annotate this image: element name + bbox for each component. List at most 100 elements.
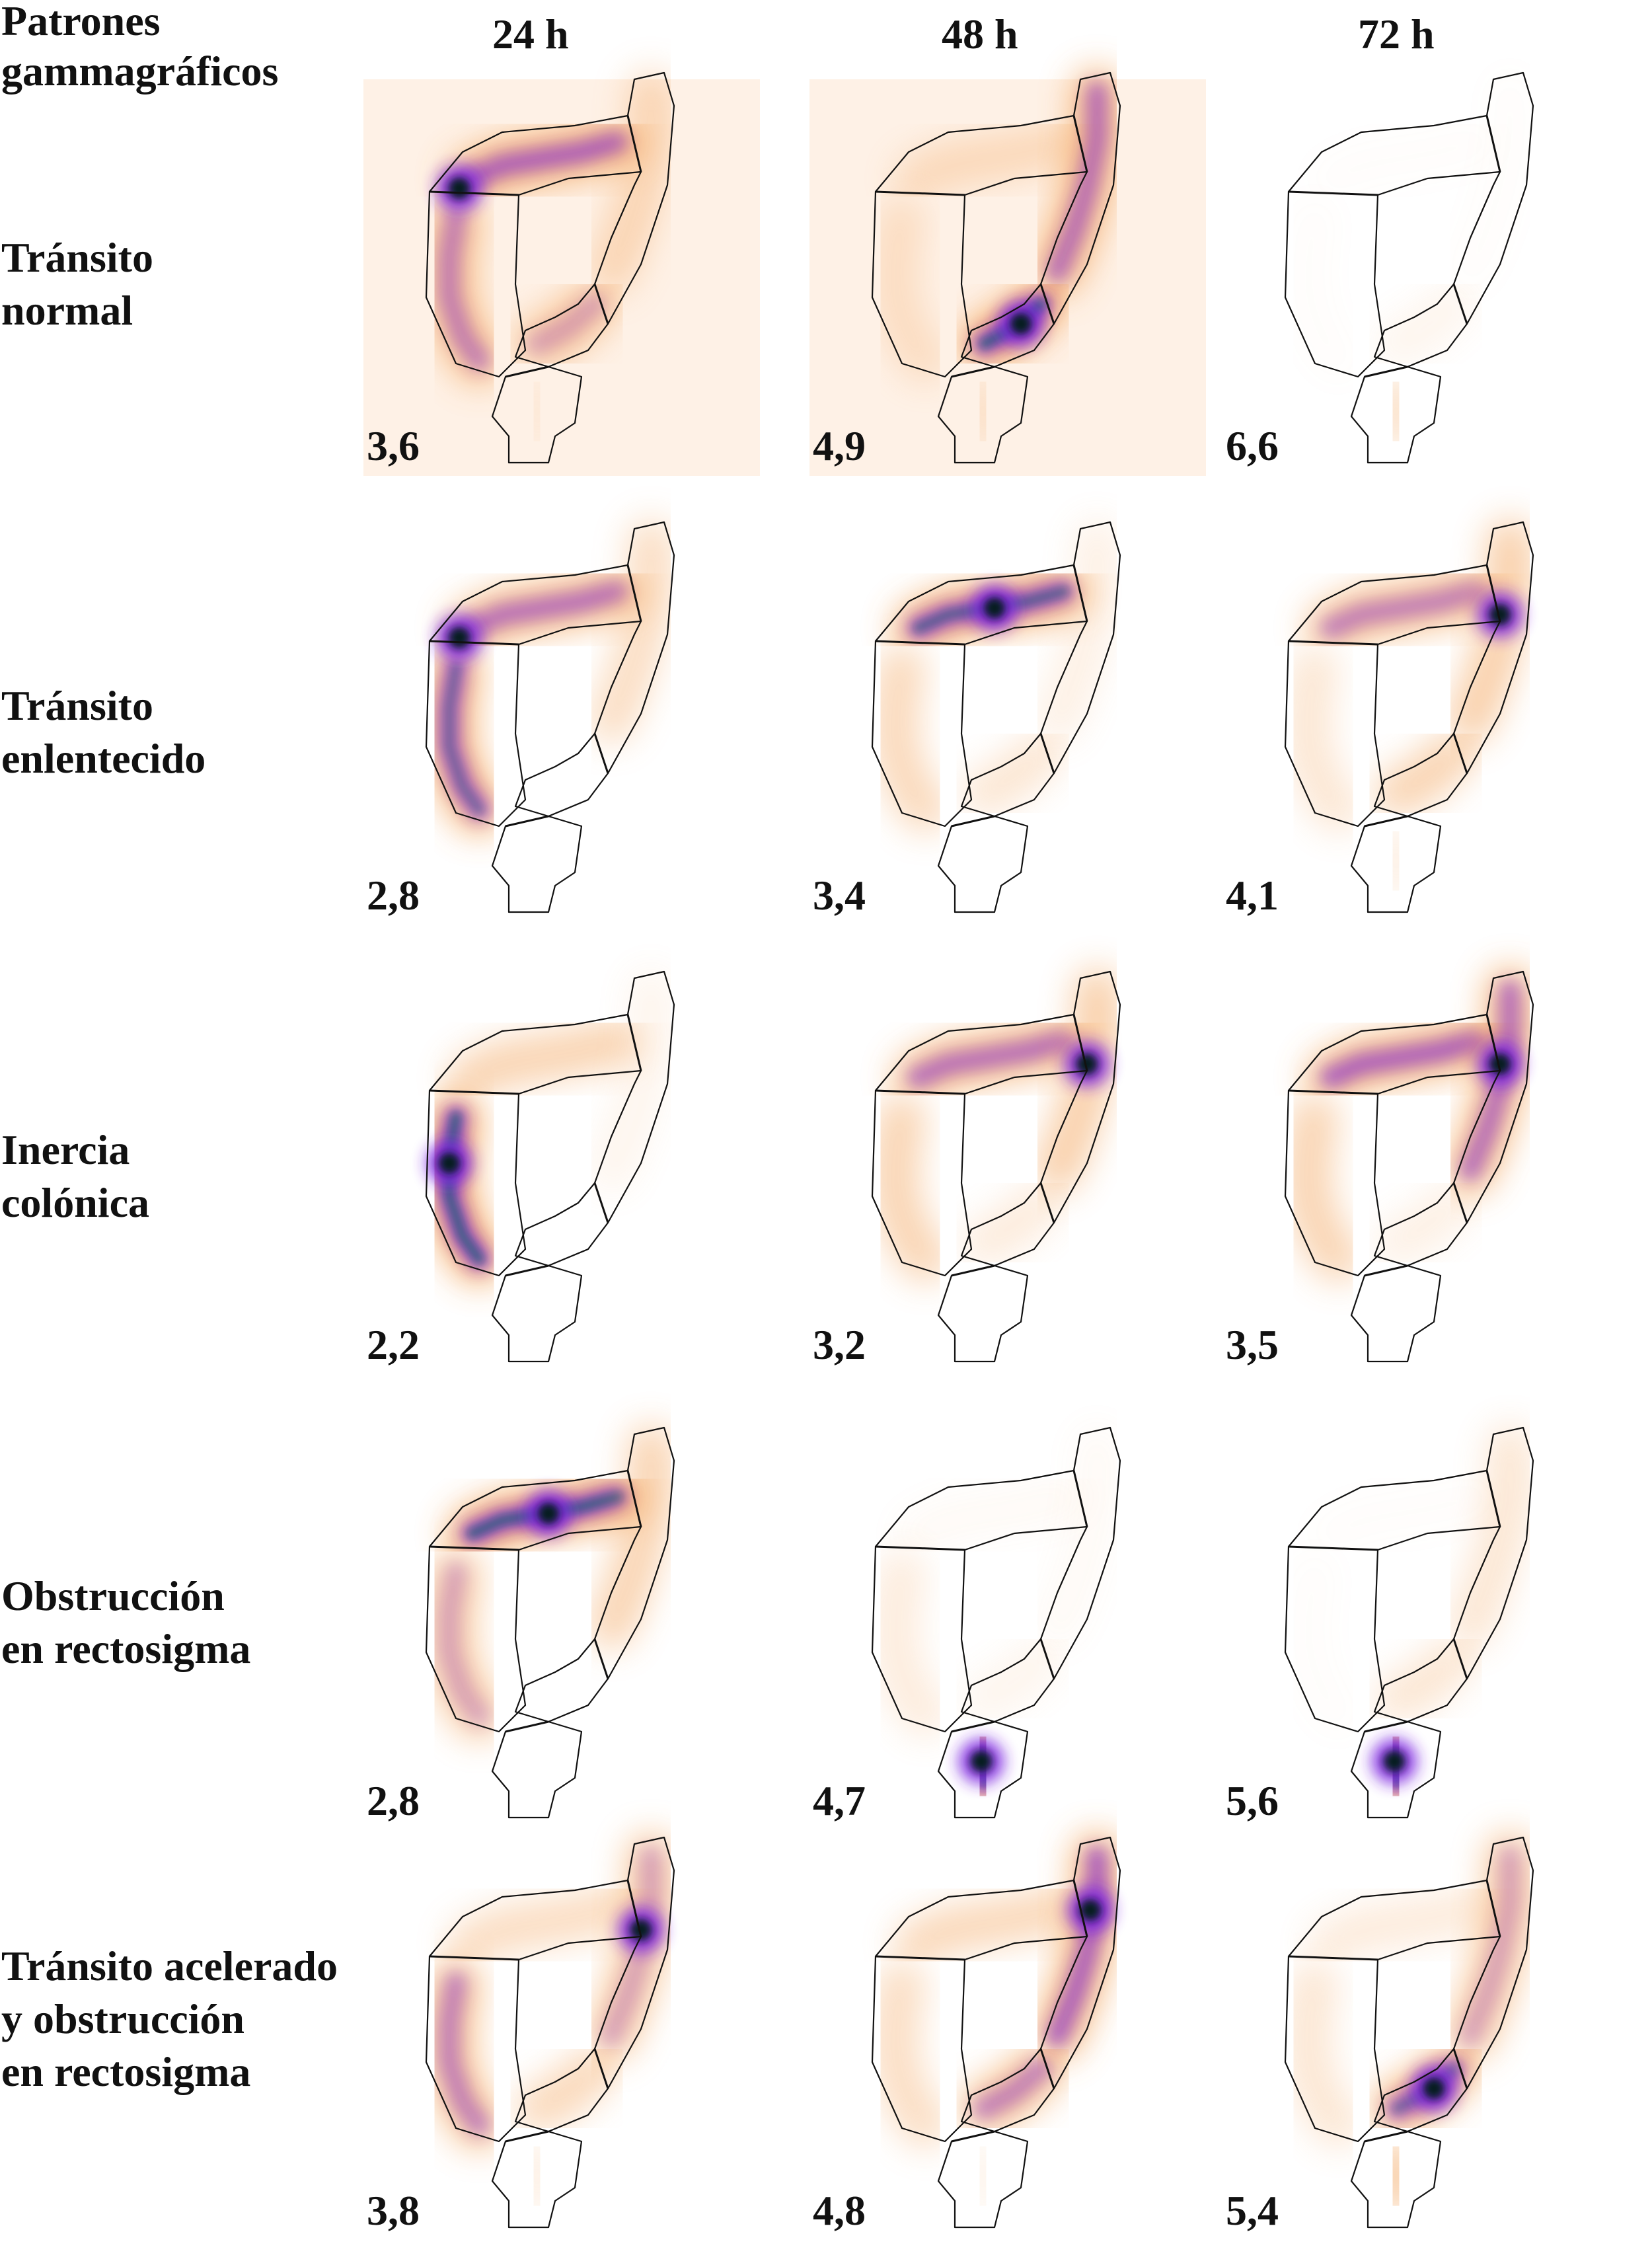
hotspot-core <box>439 1153 460 1174</box>
scan-panel-obstruccion-72h: 5,6 <box>1209 1421 1632 1844</box>
roi-divider-2 <box>593 733 609 774</box>
transit-score: 3,8 <box>367 2187 420 2234</box>
hotspot-core <box>1076 1054 1098 1075</box>
roi-outlines <box>871 1426 1121 1819</box>
roi-divider-2 <box>1452 284 1468 325</box>
activity-blobs <box>872 1424 1120 1804</box>
roi-divider-0 <box>1288 1545 1378 1551</box>
colon-scan-image <box>363 69 760 476</box>
hotspot-core <box>1010 313 1032 334</box>
roi-divider-0 <box>1288 1955 1378 1961</box>
roi-outlines <box>1284 521 1534 913</box>
roi-divider-2 <box>593 1638 609 1679</box>
colon-scan-image <box>1284 519 1534 913</box>
roi-sig <box>960 1638 1055 1723</box>
roi-divider-3 <box>505 815 549 827</box>
activity-blobs <box>1285 519 1533 899</box>
scan-panel-inercia-48h: 3,2 <box>796 965 1219 1388</box>
roi-desc <box>593 1836 675 2090</box>
transit-score: 3,6 <box>367 422 420 469</box>
roi-desc <box>1452 1836 1534 2090</box>
activity-core-tr <box>1320 580 1488 639</box>
colon-scan-image <box>425 1424 675 1819</box>
roi-divider-0 <box>429 190 519 196</box>
roi-sig <box>1373 732 1468 818</box>
roi-sig <box>960 1182 1055 1267</box>
roi-rec <box>1350 2130 1442 2229</box>
roi-rec <box>491 1720 583 1819</box>
activity-core-sig <box>973 2057 1052 2120</box>
activity-sig <box>515 2046 618 2131</box>
roi-desc <box>593 521 675 775</box>
roi-asc <box>425 1545 527 1733</box>
roi-divider-0 <box>1288 1089 1378 1095</box>
roi-sig <box>960 732 1055 818</box>
roi-desc <box>1452 521 1534 775</box>
roi-rec <box>491 365 583 464</box>
roi-desc <box>1452 1426 1534 1680</box>
hotspot-core <box>449 627 470 648</box>
activity-tr <box>895 1474 1087 1556</box>
transit-score: 4,8 <box>813 2187 866 2234</box>
scan-panel-enlentecido-24h: 2,8 <box>350 516 773 939</box>
roi-asc <box>871 1545 973 1733</box>
roi-divider-3 <box>1364 1264 1408 1277</box>
roi-divider-0 <box>1288 190 1378 196</box>
row-label-transito-enlentecido: Tránsito enlentecido <box>1 682 206 782</box>
roi-sig <box>514 2048 609 2133</box>
roi-divider-1 <box>626 564 642 622</box>
roi-divider-3 <box>1364 1720 1408 1733</box>
roi-divider-2 <box>1039 2048 1055 2089</box>
roi-divider-3 <box>505 1720 549 1733</box>
roi-divider-2 <box>1039 284 1055 325</box>
activity-tr <box>1332 1497 1477 1533</box>
roi-divider-1 <box>1072 1880 1088 1937</box>
roi-sig <box>1373 1182 1468 1267</box>
column-header-48h: 48 h <box>942 11 1018 58</box>
hotspot-core <box>984 597 1005 619</box>
activity-blobs <box>1285 1834 1533 2214</box>
roi-desc <box>593 71 675 325</box>
activity-sig <box>961 1180 1064 1266</box>
roi-divider-1 <box>1485 1880 1501 1937</box>
roi-rec <box>937 1264 1029 1363</box>
activity-asc <box>1285 644 1361 833</box>
roi-asc <box>425 1089 527 1277</box>
roi-sig <box>1373 1638 1468 1723</box>
roi-outlines <box>1284 1426 1534 1819</box>
roi-divider-0 <box>1288 640 1378 646</box>
hotspot-core <box>1423 2078 1445 2099</box>
roi-sig <box>514 732 609 818</box>
activity-core-desc <box>1046 1846 1108 2047</box>
activity-tr <box>449 1884 641 1966</box>
activity-core-desc <box>1046 81 1108 282</box>
roi-divider-0 <box>875 640 965 646</box>
roi-outlines <box>425 71 675 464</box>
roi-divider-2 <box>593 1182 609 1223</box>
roi-divider-2 <box>1452 1182 1468 1223</box>
hotspot-core <box>1080 1900 1101 1921</box>
scan-panel-acelerado-48h: 4,8 <box>796 1831 1219 2254</box>
roi-desc <box>593 1426 675 1680</box>
activity-desc <box>588 1424 674 1649</box>
activity-blobs <box>1332 1424 1533 1804</box>
roi-divider-3 <box>505 2130 549 2143</box>
row-label-obstruccion-rectosigma: Obstrucción en rectosigma <box>1 1572 251 1672</box>
scan-panel-inercia-24h: 2,2 <box>350 965 773 1388</box>
roi-divider-2 <box>1452 2048 1468 2089</box>
activity-core-desc <box>1459 980 1521 1181</box>
transit-score: 2,8 <box>367 872 420 919</box>
roi-desc <box>1039 1426 1121 1680</box>
colon-scan-image <box>1284 1834 1534 2229</box>
activity-asc <box>1285 1960 1361 2148</box>
scan-panel-enlentecido-48h: 3,4 <box>796 516 1219 939</box>
roi-desc <box>1452 71 1534 325</box>
activity-sig <box>1374 281 1477 367</box>
roi-divider-0 <box>875 1089 965 1095</box>
scan-panel-inercia-72h: 3,5 <box>1209 965 1632 1388</box>
activity-desc <box>1447 1424 1533 1649</box>
corner-title: Patrones gammagráficos <box>1 0 279 95</box>
roi-desc <box>1039 970 1121 1224</box>
roi-sig <box>960 283 1055 368</box>
roi-rec <box>1350 365 1442 464</box>
